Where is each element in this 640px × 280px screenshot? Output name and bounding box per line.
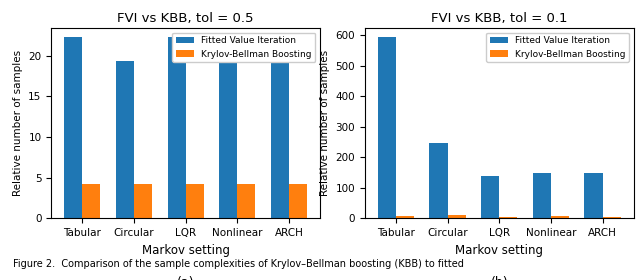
Bar: [499, 217, 517, 218]
Bar: [271, 61, 289, 218]
Y-axis label: Relative number of samples: Relative number of samples: [320, 50, 330, 196]
Text: Figure 2.  Comparison of the sample complexities of Krylov–Bellman boosting (KBB: Figure 2. Comparison of the sample compl…: [13, 259, 463, 269]
Y-axis label: Relative number of samples: Relative number of samples: [13, 50, 22, 196]
X-axis label: Markov setting: Markov setting: [141, 244, 230, 257]
Bar: [220, 52, 237, 218]
Bar: [186, 184, 204, 218]
Bar: [237, 184, 255, 218]
Bar: [603, 217, 621, 218]
Bar: [396, 216, 414, 218]
Bar: [289, 184, 307, 218]
Text: (b): (b): [490, 276, 508, 280]
Bar: [134, 184, 152, 218]
Bar: [116, 61, 134, 218]
Title: FVI vs KBB, tol = 0.1: FVI vs KBB, tol = 0.1: [431, 12, 568, 25]
Legend: Fitted Value Iteration, Krylov-Bellman Boosting: Fitted Value Iteration, Krylov-Bellman B…: [486, 32, 629, 62]
Bar: [551, 216, 569, 218]
Bar: [168, 37, 186, 218]
Bar: [378, 37, 396, 218]
Legend: Fitted Value Iteration, Krylov-Bellman Boosting: Fitted Value Iteration, Krylov-Bellman B…: [173, 32, 316, 62]
Text: (a): (a): [177, 276, 195, 280]
Bar: [584, 173, 603, 218]
Bar: [429, 143, 447, 218]
Bar: [64, 37, 82, 218]
Bar: [447, 215, 466, 218]
X-axis label: Markov setting: Markov setting: [455, 244, 543, 257]
Title: FVI vs KBB, tol = 0.5: FVI vs KBB, tol = 0.5: [117, 12, 254, 25]
Bar: [533, 173, 551, 218]
Bar: [82, 184, 100, 218]
Bar: [481, 176, 499, 218]
